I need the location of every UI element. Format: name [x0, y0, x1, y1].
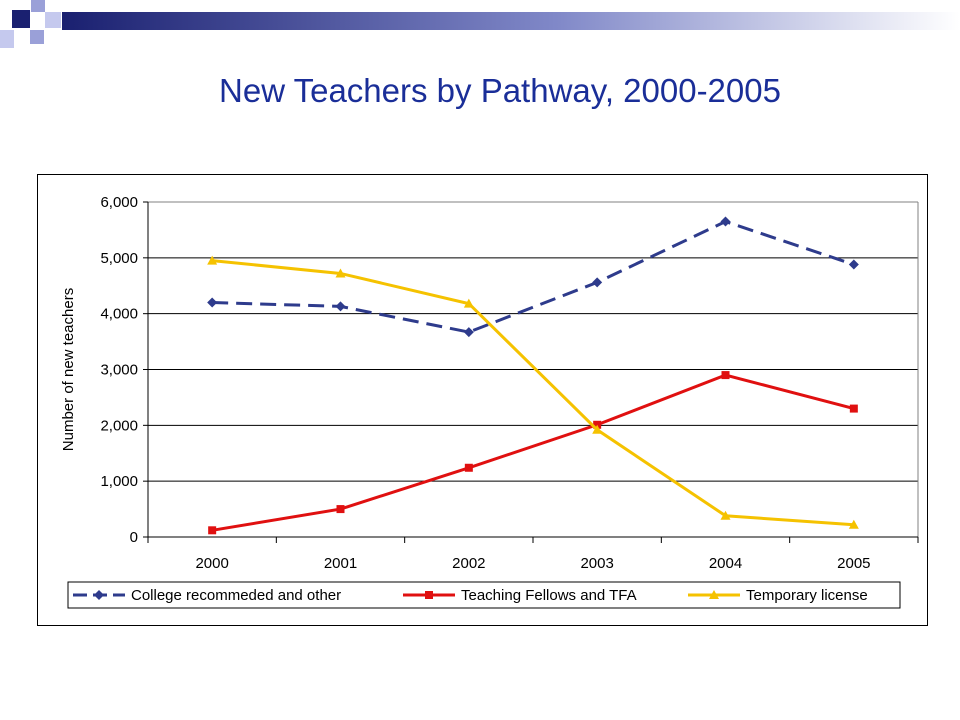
data-point-series-0	[463, 327, 474, 338]
data-point-series-1	[208, 526, 217, 535]
y-tick-label: 0	[130, 529, 138, 546]
y-tick-label: 4,000	[100, 306, 138, 323]
legend-marker-0	[94, 590, 104, 600]
data-point-series-2	[848, 519, 859, 529]
data-point-series-0	[720, 216, 731, 227]
x-tick-label: 2005	[837, 555, 870, 572]
legend-box	[67, 581, 901, 609]
legend-label-2: Temporary license	[746, 587, 868, 604]
data-point-series-0	[848, 259, 859, 270]
data-point-series-2	[592, 424, 603, 434]
data-point-series-1	[336, 505, 345, 514]
y-tick-label: 6,000	[100, 194, 138, 211]
data-point-series-0	[335, 301, 346, 312]
y-tick-label: 3,000	[100, 362, 138, 379]
legend-marker-1	[425, 591, 433, 599]
legend-marker-2	[709, 590, 719, 599]
slide-corner-decoration	[0, 0, 960, 48]
legend-label-1: Teaching Fellows and TFA	[461, 587, 637, 604]
x-tick-label: 2002	[452, 555, 485, 572]
chart-frame: 0 1,000 2,000 3,000 4,000 5,000 6,000 2000 2001 2…	[37, 174, 928, 626]
y-tick-label: 1,000	[100, 473, 138, 490]
deco-square-dark	[12, 10, 30, 28]
deco-square-light-2	[30, 30, 44, 44]
data-point-series-1	[593, 420, 602, 429]
x-tick-label: 2001	[324, 555, 357, 572]
x-tick-label: 2004	[709, 555, 742, 572]
y-tick-label: 2,000	[100, 417, 138, 434]
line-chart: 0 1,000 2,000 3,000 4,000 5,000 6,000 2000 2001 2…	[60, 194, 919, 609]
series-line-0	[212, 219, 855, 334]
deco-square-pale-2	[0, 30, 14, 48]
x-tick-label: 2003	[580, 555, 613, 572]
legend-label-0: College recommeded and other	[131, 587, 341, 604]
data-point-series-2	[207, 255, 218, 265]
data-point-series-2	[463, 298, 474, 308]
deco-square-pale	[45, 12, 61, 28]
data-point-series-0	[592, 277, 603, 288]
data-point-series-0	[207, 297, 218, 308]
data-point-series-2	[335, 268, 346, 278]
series-line-2	[212, 259, 854, 527]
data-point-series-2	[720, 510, 731, 520]
data-point-series-1	[721, 371, 730, 380]
deco-square-light	[31, 0, 45, 12]
data-point-series-1	[464, 463, 473, 472]
slide-title: New Teachers by Pathway, 2000-2005	[219, 72, 781, 109]
y-axis-title: Number of new teachers	[60, 288, 77, 451]
data-point-series-1	[849, 404, 858, 413]
y-tick-label: 5,000	[100, 250, 138, 267]
x-tick-label: 2000	[195, 555, 228, 572]
series-line-1	[211, 373, 855, 532]
deco-gradient-bar	[62, 12, 960, 30]
